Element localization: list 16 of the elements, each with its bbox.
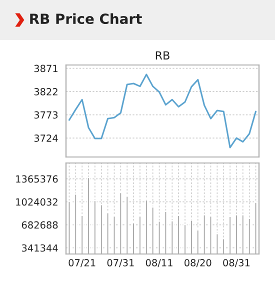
y-tick-label: 341344 [22,244,58,252]
y-tick-label: 682688 [22,221,58,229]
y-tick-label: 3871 [34,64,58,72]
y-tick-label: 3724 [34,134,58,142]
chart-title: RB [156,51,170,60]
line-series [68,74,257,148]
y-tick-label: 1365376 [16,175,58,183]
text: RB Price Chart [30,13,142,24]
x-tick-label: 08/11 [146,259,172,268]
x-tick-label: 07/31 [107,259,134,268]
x-tick-label: 08/31 [223,259,250,268]
y-tick-label: 3822 [34,88,58,96]
y-tick-label: 3773 [34,111,58,119]
y-tick-label: 1024032 [16,198,58,206]
x-tick-label: 08/20 [184,259,212,268]
x-tick-label: 07/21 [68,259,96,268]
